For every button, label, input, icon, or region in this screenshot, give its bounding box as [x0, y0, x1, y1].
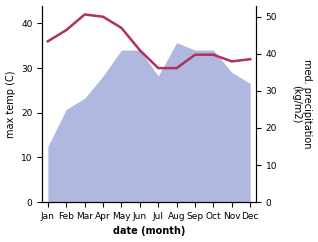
Y-axis label: med. precipitation
(kg/m2): med. precipitation (kg/m2) — [291, 59, 313, 149]
X-axis label: date (month): date (month) — [113, 227, 185, 236]
Y-axis label: max temp (C): max temp (C) — [5, 70, 16, 138]
